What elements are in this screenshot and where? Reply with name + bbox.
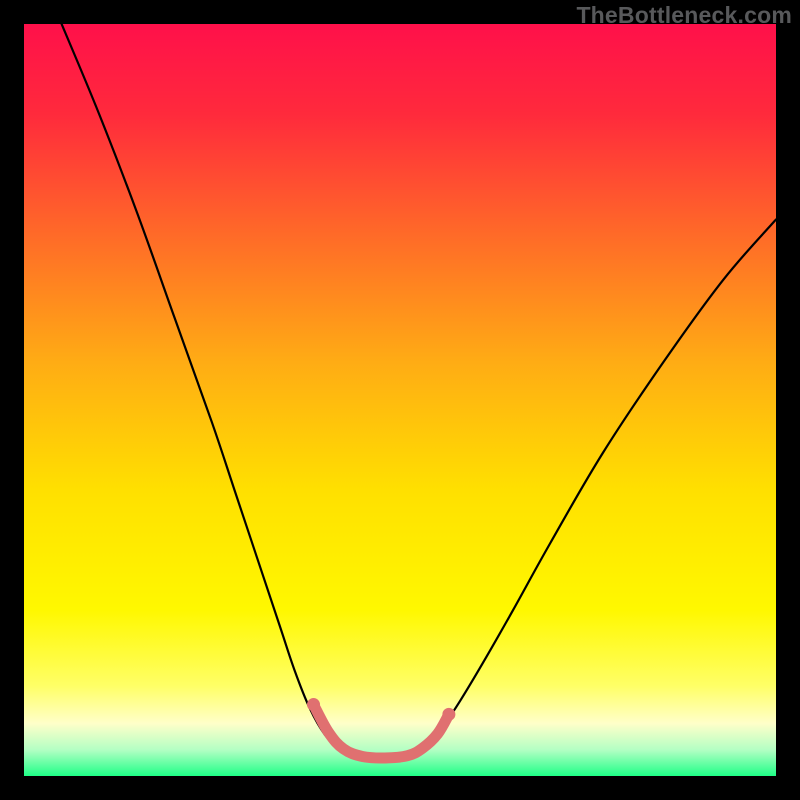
optimal-zone-endpoint: [307, 698, 320, 711]
bottleneck-chart-svg: [24, 24, 776, 776]
plot-area: [24, 24, 776, 776]
optimal-zone-endpoint: [442, 708, 455, 721]
watermark-text: TheBottleneck.com: [576, 2, 792, 29]
gradient-background: [24, 24, 776, 776]
chart-frame: TheBottleneck.com: [0, 0, 800, 800]
